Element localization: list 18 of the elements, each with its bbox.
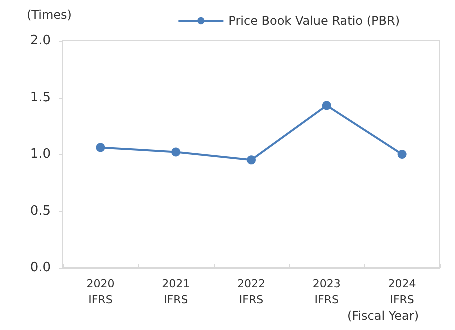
y-axis-title: (Times) xyxy=(27,8,72,22)
point xyxy=(96,143,106,152)
point xyxy=(247,156,256,165)
point xyxy=(398,150,407,159)
point xyxy=(172,148,181,157)
x-axis-title: (Fiscal Year) xyxy=(348,309,419,323)
x-tick-label: 2023 IFRS xyxy=(312,278,341,306)
point xyxy=(322,101,332,110)
y-tick-label: 1.5 xyxy=(30,90,51,106)
legend-label: Price Book Value Ratio (PBR) xyxy=(228,14,400,28)
y-tick-label: 0.5 xyxy=(30,204,51,219)
y-tick-label: 1.0 xyxy=(30,147,51,162)
x-tick-label: 2022 IFRS xyxy=(238,278,266,306)
y-tick-label: 2.0 xyxy=(30,34,51,48)
x-tick-label: 2020 IFRS xyxy=(86,278,115,306)
y-tick-label: 0.0 xyxy=(30,260,51,276)
x-tick-label: 2021 IFRS xyxy=(162,278,190,306)
x-tick-label: 2024 IFRS xyxy=(388,278,416,306)
